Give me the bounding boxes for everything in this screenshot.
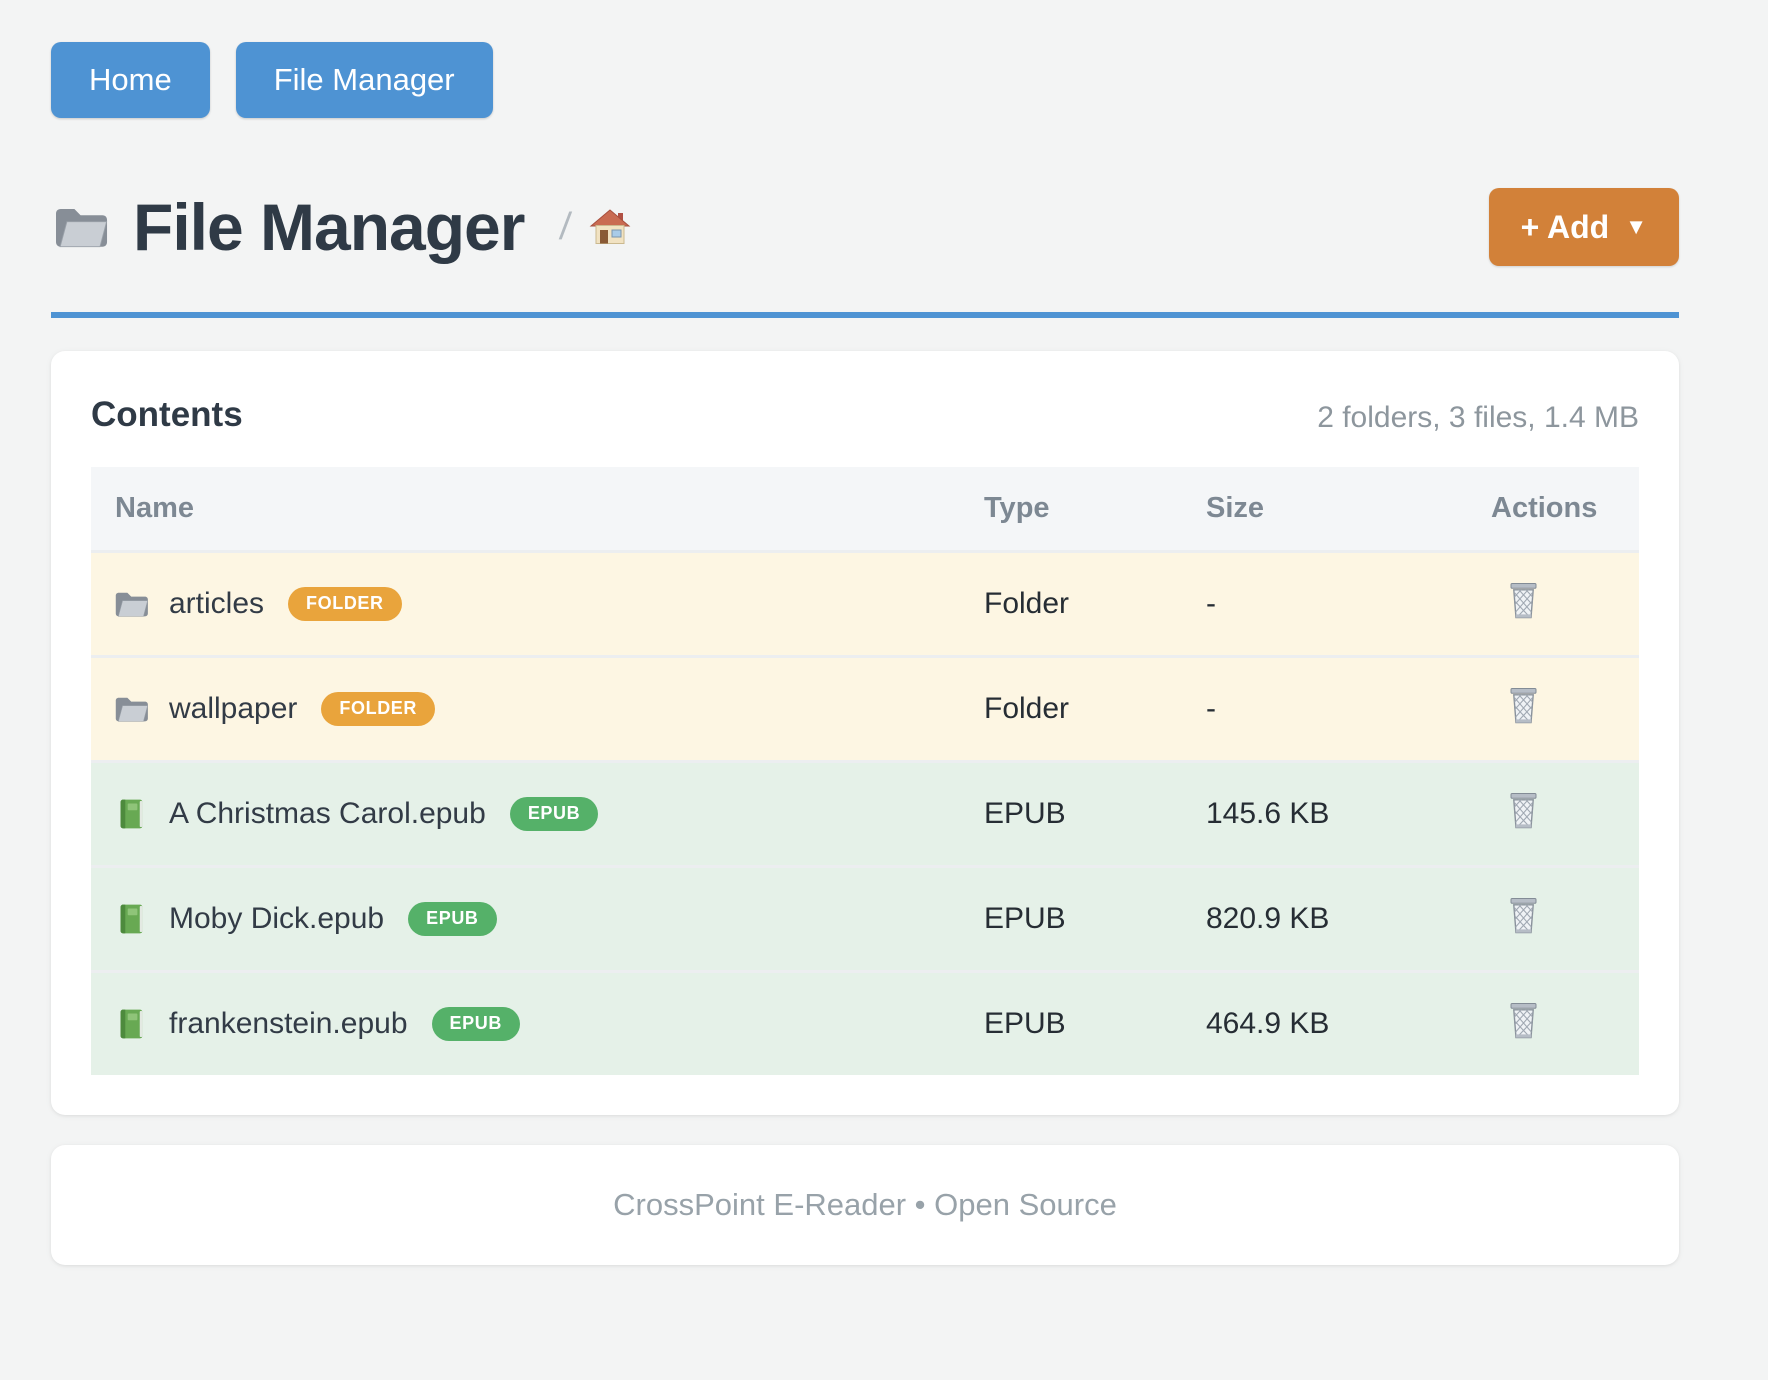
size-cell: 464.9 KB xyxy=(1206,1007,1330,1040)
file-type-badge: EPUB xyxy=(509,797,599,831)
file-name: wallpaper xyxy=(169,692,298,725)
table-row[interactable]: A Christmas Carol.epub EPUB EPUB 145.6 K… xyxy=(91,761,1639,867)
table-row[interactable]: frankenstein.epub EPUB EPUB 464.9 KB xyxy=(91,971,1639,1075)
contents-card-header: Contents 2 folders, 3 files, 1.4 MB xyxy=(91,395,1639,435)
delete-button[interactable] xyxy=(1505,684,1542,726)
page: Home File Manager File Manager / + Add ▼… xyxy=(51,0,1679,1265)
page-header: File Manager / + Add ▼ xyxy=(51,188,1679,266)
contents-table-body: articles FOLDER Folder - wallpaper FOLDE… xyxy=(91,551,1639,1075)
book-icon xyxy=(113,903,150,935)
trash-icon xyxy=(1505,684,1542,726)
folder-icon xyxy=(113,693,150,725)
file-type-badge: FOLDER xyxy=(321,692,436,726)
breadcrumb: / xyxy=(558,205,631,249)
file-type-badge: FOLDER xyxy=(288,587,402,621)
contents-summary: 2 folders, 3 files, 1.4 MB xyxy=(1317,401,1639,434)
top-nav: Home File Manager xyxy=(51,42,1679,118)
trash-icon xyxy=(1505,579,1542,621)
footer: CrossPoint E-Reader • Open Source xyxy=(51,1145,1679,1265)
breadcrumb-separator: / xyxy=(558,205,574,248)
trash-icon xyxy=(1505,999,1542,1041)
delete-button[interactable] xyxy=(1505,894,1542,936)
title-divider xyxy=(51,312,1679,318)
trash-icon xyxy=(1505,789,1542,831)
contents-card: Contents 2 folders, 3 files, 1.4 MB Name… xyxy=(51,351,1679,1115)
size-cell: 145.6 KB xyxy=(1206,797,1330,830)
file-name: articles xyxy=(169,587,265,620)
file-manager-button[interactable]: File Manager xyxy=(235,42,493,118)
caret-down-icon: ▼ xyxy=(1625,214,1647,239)
delete-button[interactable] xyxy=(1505,999,1542,1041)
file-name: A Christmas Carol.epub xyxy=(169,797,486,830)
file-type-badge: EPUB xyxy=(408,902,497,936)
size-cell: - xyxy=(1206,587,1216,620)
book-icon xyxy=(113,1008,150,1040)
table-header-row: Name Type Size Actions xyxy=(91,467,1639,552)
delete-button[interactable] xyxy=(1505,579,1542,621)
footer-text: CrossPoint E-Reader • Open Source xyxy=(613,1187,1117,1222)
table-row[interactable]: Moby Dick.epub EPUB EPUB 820.9 KB xyxy=(91,866,1639,972)
type-cell: EPUB xyxy=(984,797,1066,830)
size-cell: 820.9 KB xyxy=(1206,902,1330,935)
file-name: Moby Dick.epub xyxy=(169,902,385,935)
table-row[interactable]: wallpaper FOLDER Folder - xyxy=(91,656,1639,762)
add-button-label: + Add xyxy=(1520,208,1610,245)
column-header-actions: Actions xyxy=(1467,467,1639,552)
house-icon[interactable] xyxy=(589,208,631,246)
contents-heading: Contents xyxy=(91,395,243,434)
add-button[interactable]: + Add ▼ xyxy=(1488,188,1679,266)
size-cell: - xyxy=(1206,692,1216,725)
column-header-name: Name xyxy=(91,467,960,552)
delete-button[interactable] xyxy=(1505,789,1542,831)
folder-icon xyxy=(113,588,150,620)
contents-table: Name Type Size Actions articles FOLDER F… xyxy=(91,467,1639,1075)
type-cell: EPUB xyxy=(984,902,1066,935)
page-title: File Manager xyxy=(133,190,525,264)
home-button[interactable]: Home xyxy=(51,42,210,118)
folder-icon xyxy=(51,202,111,252)
column-header-type: Type xyxy=(960,467,1182,552)
type-cell: Folder xyxy=(984,692,1070,725)
table-row[interactable]: articles FOLDER Folder - xyxy=(91,551,1639,657)
file-name: frankenstein.epub xyxy=(169,1007,408,1040)
book-icon xyxy=(113,798,150,830)
type-cell: EPUB xyxy=(984,1007,1066,1040)
column-header-size: Size xyxy=(1182,467,1467,552)
file-type-badge: EPUB xyxy=(431,1007,520,1041)
trash-icon xyxy=(1505,894,1542,936)
type-cell: Folder xyxy=(984,587,1070,620)
title-group: File Manager / xyxy=(51,189,631,265)
